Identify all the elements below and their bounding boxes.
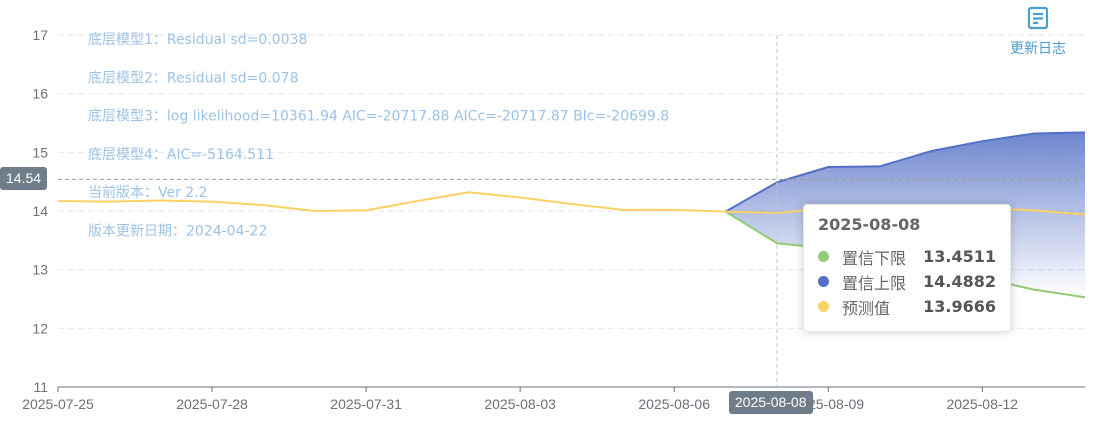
annotation-model-2: 底层模型2：Residual sd=0.078 (88, 70, 298, 86)
tooltip-series-value: 13.4511 (923, 247, 996, 266)
annotation-model-4: 底层模型4：AIC=-5164.511 (88, 147, 274, 163)
tooltip-series-name: 预测值 (842, 298, 891, 318)
y-tick-label: 16 (32, 86, 48, 102)
legend-dot-forecast (818, 301, 829, 312)
tooltip-series-value: 14.4882 (923, 272, 996, 291)
y-tick-label: 17 (32, 27, 48, 43)
y-tick-label: 14 (32, 203, 48, 219)
legend-dot-upper (818, 276, 829, 287)
y-tick-label: 11 (33, 379, 48, 395)
annotation-model-1: 底层模型1：Residual sd=0.0038 (88, 32, 307, 48)
x-tick-label: 2025-07-31 (330, 396, 402, 412)
x-tick-label: 2025-08-03 (484, 396, 556, 412)
x-tick-label: 2025-08-12 (946, 396, 1018, 412)
y-axis-pointer-label: 14.54 (0, 167, 48, 191)
x-tick-label: 2025-07-25 (22, 396, 94, 412)
x-axis: 2025-07-25 2025-07-28 2025-07-31 2025-08-03… (22, 386, 1085, 412)
annotation-model-3: 底层模型3：log likelihood=10361.94 AIC=-20717… (88, 109, 669, 125)
series-line-置信上限 (725, 131, 1086, 213)
tooltip-series-name: 置信上限 (842, 273, 907, 293)
legend-dot-lower (818, 251, 829, 262)
update-log-button[interactable]: 更新日志 (1002, 6, 1074, 58)
y-tick-label: 15 (32, 144, 48, 160)
tooltip: 2025-08-08 置信下限 13.4511 置信上限 14.4882 预测值… (803, 204, 1011, 332)
x-tick-label: 2025-08-06 (638, 396, 710, 412)
tooltip-title: 2025-08-08 (818, 215, 921, 234)
tooltip-row: 置信上限 14.4882 (818, 269, 996, 294)
annotation-version: 当前版本：Ver 2.2 (88, 184, 208, 201)
document-icon (1027, 6, 1049, 30)
axis-pointer (58, 35, 1085, 387)
tooltip-series-name: 置信下限 (842, 248, 907, 268)
tooltip-series-value: 13.9666 (923, 297, 996, 316)
tooltip-row: 置信下限 13.4511 (818, 244, 996, 269)
x-tick-label: 2025-07-28 (176, 396, 248, 412)
annotation-update-date: 版本更新日期：2024-04-22 (88, 224, 267, 240)
update-log-label: 更新日志 (1010, 41, 1066, 57)
x-axis-pointer-label: 2025-08-08 (728, 391, 813, 414)
tooltip-row: 预测值 13.9666 (818, 294, 996, 319)
y-axis: 11 12 13 14 15 16 17 (32, 27, 48, 395)
y-tick-label: 13 (32, 262, 48, 278)
y-tick-label: 12 (32, 320, 48, 336)
model-annotations: 底层模型1：Residual sd=0.0038 底层模型2：Residual … (88, 32, 669, 240)
